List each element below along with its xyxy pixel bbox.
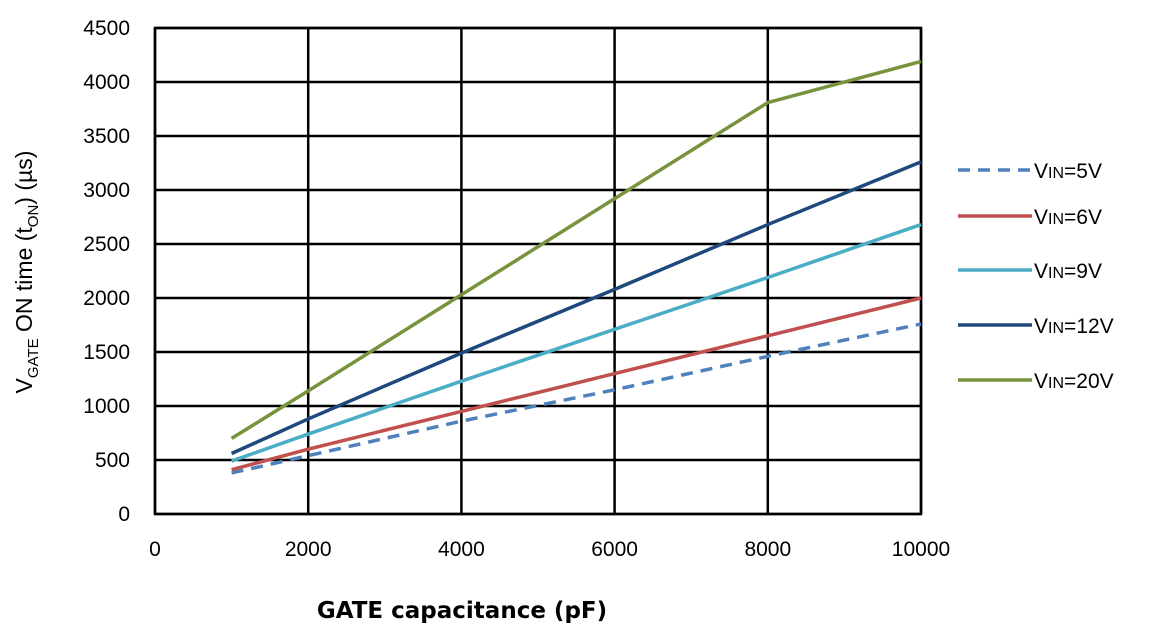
legend-label-1: VIN=6V <box>1034 206 1102 229</box>
x-tick-label-3: 6000 <box>591 538 638 561</box>
x-tick-label-4: 8000 <box>744 538 791 561</box>
y-axis-title-sub-gate: GATE <box>25 338 42 378</box>
series-line-3 <box>230 160 922 456</box>
legend-label-0: VIN=5V <box>1034 160 1102 183</box>
y-axis-title: VGATE ON time (tON) (µs) <box>11 151 42 394</box>
x-axis-title: GATE capacitance (pF) <box>317 598 607 624</box>
legend-label-3: VIN=12V <box>1034 315 1114 338</box>
y-tick-label-7: 3500 <box>83 125 130 148</box>
y-axis-title-end: ) (µs) <box>11 151 37 205</box>
y-tick-label-0: 0 <box>118 503 130 526</box>
y-axis-title-middle: ON time (t <box>11 227 37 339</box>
y-axis-title-sub-on: ON <box>25 205 42 228</box>
legend-label-value-1: =6V <box>1064 206 1102 229</box>
y-tick-label-9: 4500 <box>83 17 130 40</box>
y-tick-label-2: 1000 <box>83 395 130 418</box>
x-tick-label-5: 10000 <box>892 538 950 561</box>
legend-label-sub-1: IN <box>1048 211 1064 228</box>
legend-label-prefix-3: V <box>1034 315 1048 338</box>
y-tick-label-8: 4000 <box>83 71 130 94</box>
legend-label-4: VIN=20V <box>1034 370 1114 393</box>
series-line-4 <box>230 59 922 440</box>
legend-label-value-2: =9V <box>1064 260 1102 283</box>
legend-label-prefix-4: V <box>1034 370 1048 393</box>
legend-label-prefix-2: V <box>1034 260 1048 283</box>
y-tick-label-6: 3000 <box>83 179 130 202</box>
x-tick-label-0: 0 <box>149 538 161 561</box>
series-line-2 <box>231 222 922 463</box>
y-tick-label-5: 2500 <box>83 233 130 256</box>
x-tick-labels: 0 2000 4000 6000 8000 10000 <box>149 538 950 561</box>
legend-label-2: VIN=9V <box>1034 260 1102 283</box>
legend-label-prefix-0: V <box>1034 160 1048 183</box>
plot-lines <box>230 59 922 475</box>
legend-label-sub-2: IN <box>1048 265 1064 282</box>
legend-label-sub-0: IN <box>1048 165 1064 182</box>
legend-label-value-0: =5V <box>1064 160 1102 183</box>
y-tick-labels: 0 500 1000 1500 2000 2500 3000 3500 4000 4500 <box>83 17 130 526</box>
grid <box>153 26 923 516</box>
legend-label-sub-3: IN <box>1048 320 1064 337</box>
x-tick-label-2: 4000 <box>438 538 485 561</box>
legend-label-value-3: =12V <box>1064 315 1114 338</box>
legend-label-value-4: =20V <box>1064 370 1114 393</box>
legend-label-prefix-1: V <box>1034 206 1048 229</box>
plot-area-border <box>153 26 923 516</box>
y-tick-label-4: 2000 <box>83 287 130 310</box>
x-tick-label-1: 2000 <box>285 538 332 561</box>
legend-label-sub-4: IN <box>1048 375 1064 392</box>
y-tick-label-1: 500 <box>95 449 130 472</box>
series-line-0 <box>231 322 922 475</box>
series-line-1 <box>231 296 922 472</box>
y-axis-title-main: V <box>11 377 37 393</box>
y-tick-label-3: 1500 <box>83 341 130 364</box>
